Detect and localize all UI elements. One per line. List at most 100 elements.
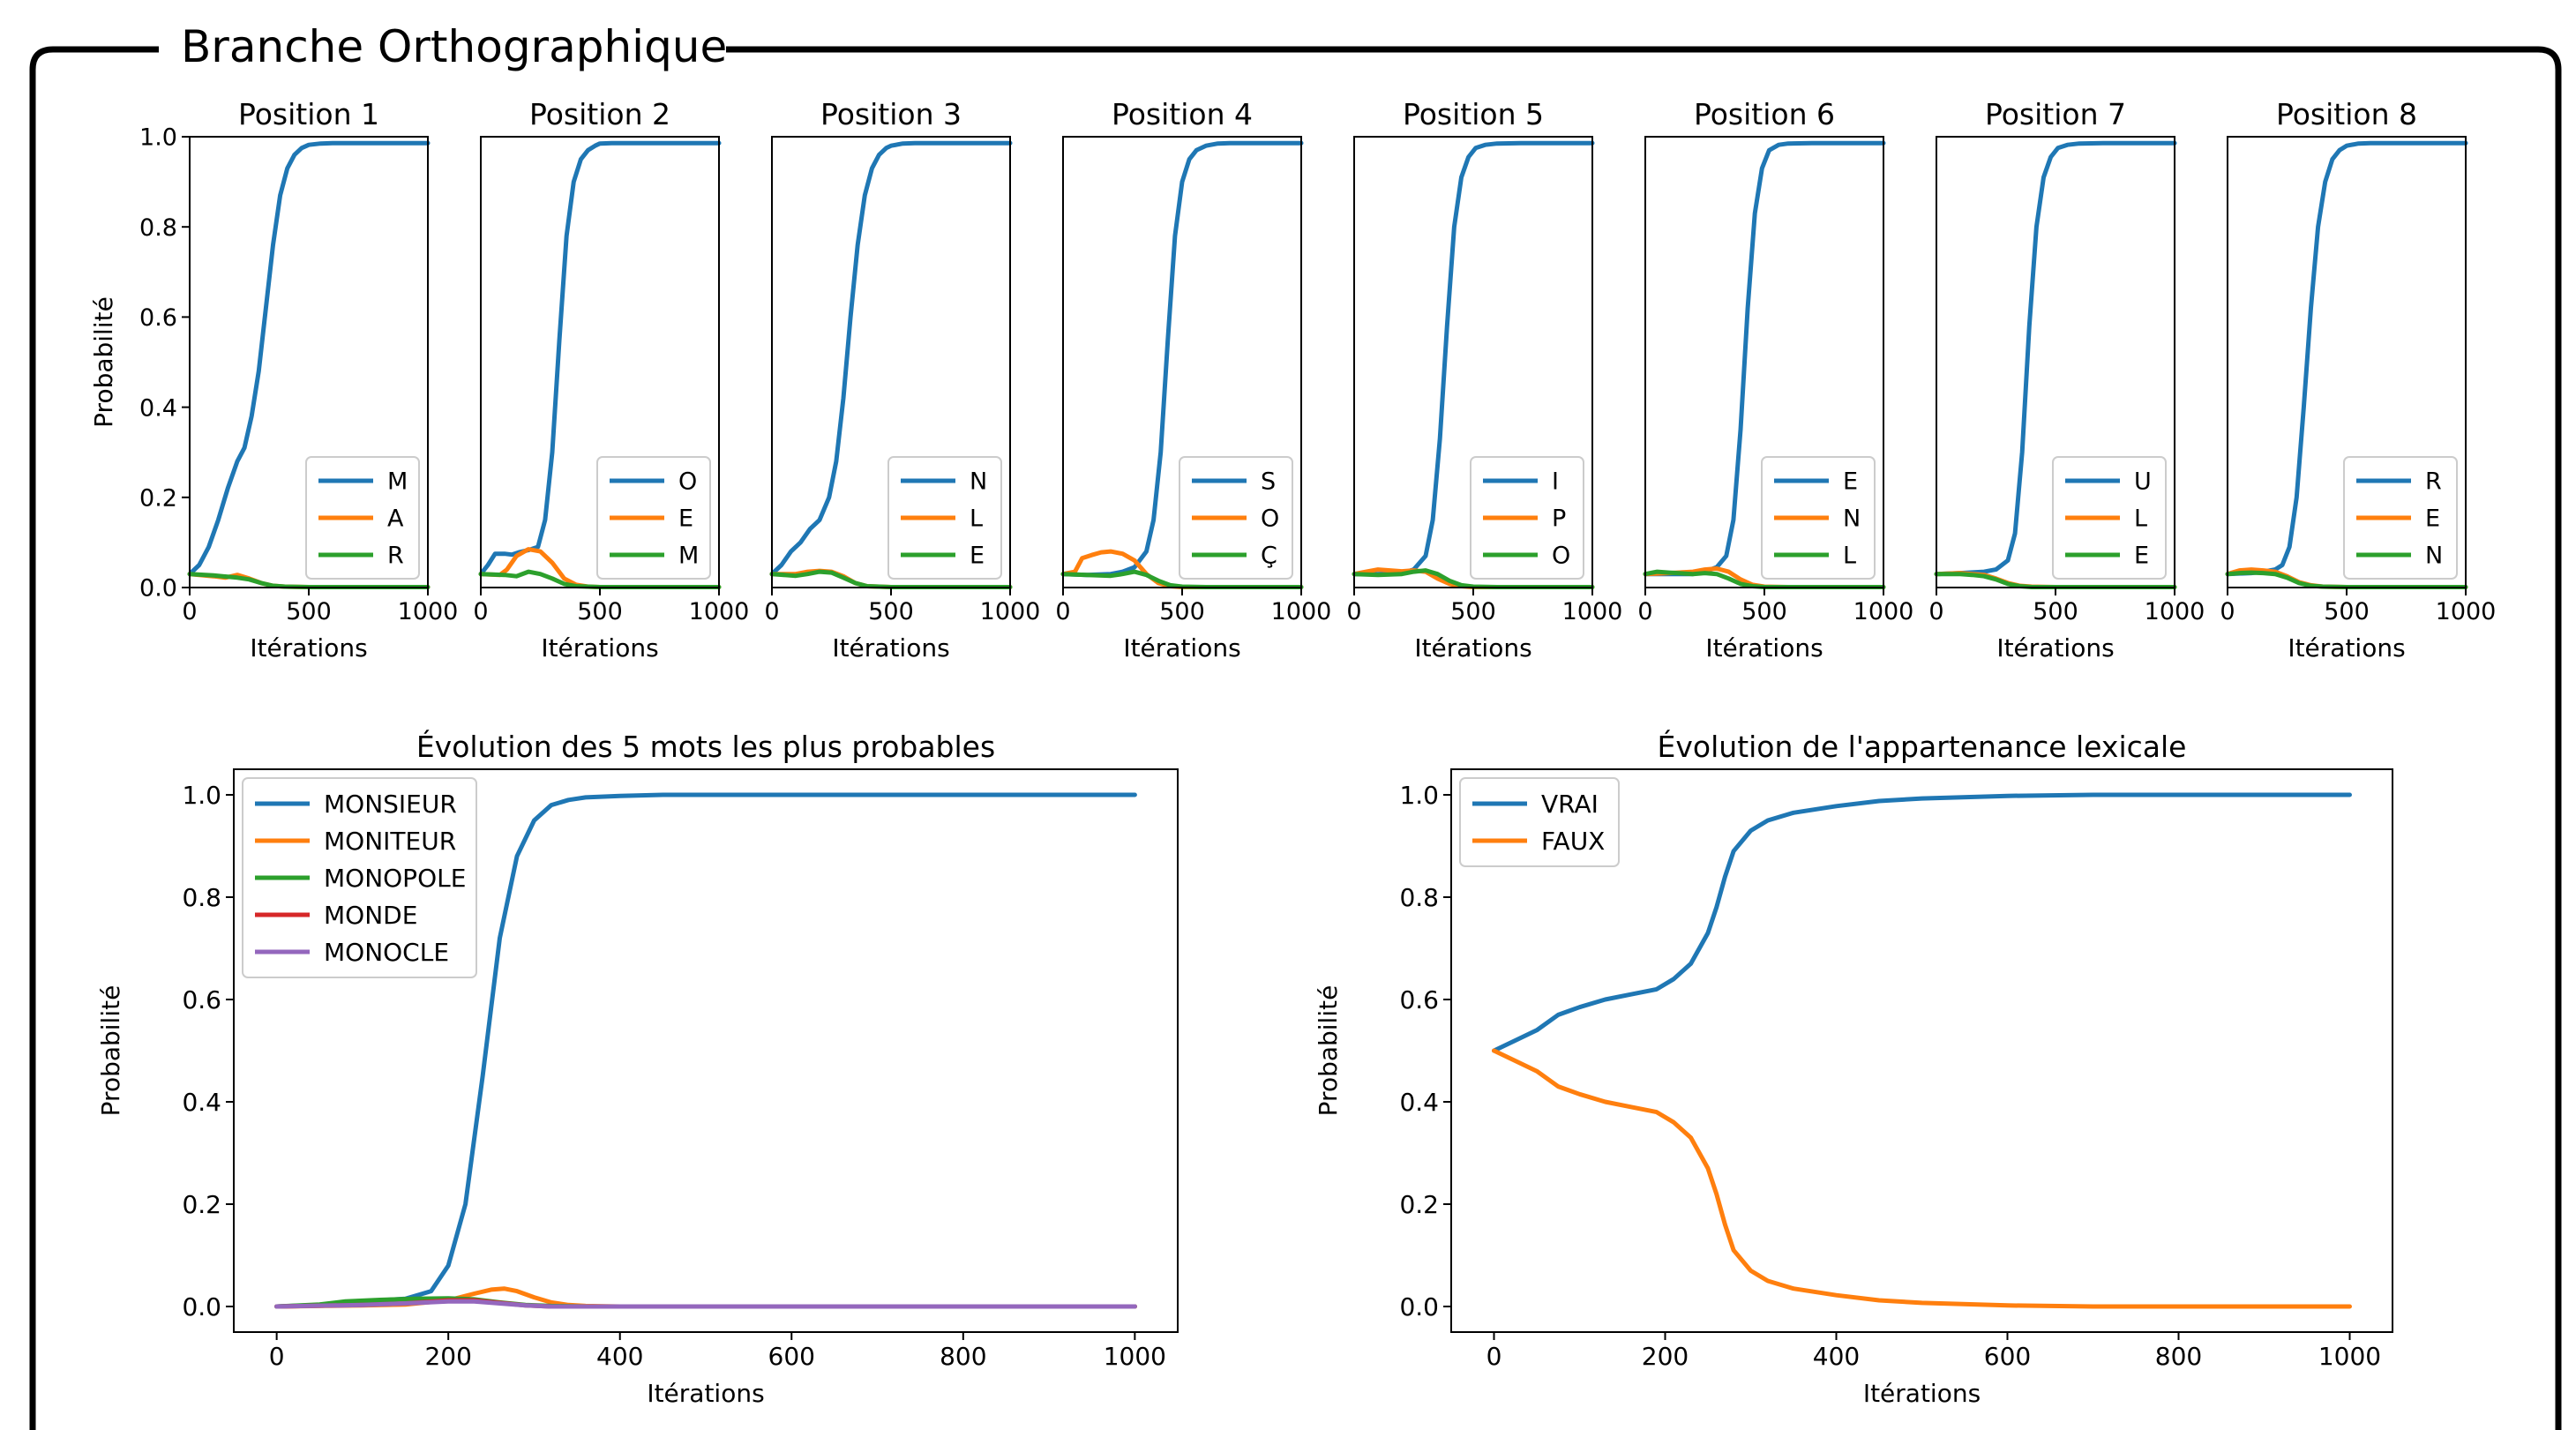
x-tick-label: 0 bbox=[182, 598, 197, 625]
y-tick-label: 0.8 bbox=[139, 214, 177, 242]
x-tick-label: 1000 bbox=[398, 598, 459, 625]
series-line-monocle bbox=[274, 1299, 1137, 1309]
plot-title: Évolution de l'appartenance lexicale bbox=[1658, 729, 2187, 764]
legend-box bbox=[242, 777, 477, 978]
x-axis-label: Itérations bbox=[2288, 633, 2405, 663]
plot-title: Position 7 bbox=[1985, 97, 2126, 131]
x-tick-label: 1000 bbox=[2436, 598, 2497, 625]
legend-label-i: I bbox=[1552, 468, 1559, 496]
legend-label-e: E bbox=[678, 505, 693, 533]
x-axis-label: Itérations bbox=[1863, 1379, 1981, 1408]
x-tick-label: 0 bbox=[1055, 598, 1070, 625]
legend-label-u: U bbox=[2134, 468, 2152, 496]
x-axis-label: Itérations bbox=[541, 633, 658, 663]
series-line-monsieur bbox=[274, 792, 1137, 1309]
x-tick-label: 0 bbox=[1486, 1342, 1502, 1371]
legend-label-e: E bbox=[970, 543, 985, 570]
legend-label-l: L bbox=[970, 505, 983, 533]
plot-title: Position 8 bbox=[2276, 97, 2417, 131]
plot-1: 0 500 1000 0.0 0.2 0.4 0.6 0.8 1.0 Position 1 Itér… bbox=[89, 97, 458, 663]
x-tick-label: 1000 bbox=[2318, 1342, 2381, 1371]
series-line-m bbox=[187, 140, 431, 577]
y-tick-label: 0.0 bbox=[182, 1292, 221, 1321]
x-tick-label: 400 bbox=[1813, 1342, 1860, 1371]
x-tick-label: 0 bbox=[473, 598, 488, 625]
y-tick-label: 0.4 bbox=[139, 394, 177, 422]
x-axis-label: Itérations bbox=[1123, 633, 1240, 663]
legend-label-vrai: VRAI bbox=[1541, 790, 1599, 819]
series-line-o bbox=[478, 140, 722, 577]
series-line-u bbox=[1934, 140, 2177, 577]
plot-title: Position 1 bbox=[238, 97, 379, 131]
legend-label-l: L bbox=[1843, 543, 1856, 570]
legend-label-monocle: MONOCLE bbox=[324, 938, 449, 967]
series-line-faux bbox=[1492, 1048, 2352, 1309]
legend-label-ç: Ç bbox=[1261, 543, 1277, 570]
x-tick-label: 500 bbox=[1450, 598, 1496, 625]
y-tick-label: 1.0 bbox=[139, 124, 177, 152]
legend-label-m: M bbox=[387, 468, 408, 496]
x-tick-label: 500 bbox=[1741, 598, 1787, 625]
legend-label-r: R bbox=[387, 543, 404, 570]
legend-label-monopole: MONOPOLE bbox=[324, 864, 466, 893]
x-tick-label: 1000 bbox=[689, 598, 750, 625]
x-tick-label: 1000 bbox=[1562, 598, 1623, 625]
plot-title: Position 2 bbox=[529, 97, 670, 131]
x-tick-label: 500 bbox=[868, 598, 914, 625]
x-tick-label: 0 bbox=[1928, 598, 1943, 625]
y-tick-label: 1.0 bbox=[1399, 781, 1439, 810]
x-axis-label: Itérations bbox=[647, 1379, 764, 1408]
x-tick-label: 500 bbox=[2324, 598, 2370, 625]
plot-4: 0 500 1000 Position 4 Itérations SOÇ bbox=[1055, 97, 1331, 663]
legend-box bbox=[1459, 777, 1620, 867]
x-tick-label: 200 bbox=[424, 1342, 471, 1371]
x-tick-label: 600 bbox=[768, 1342, 815, 1371]
x-tick-label: 600 bbox=[1984, 1342, 2031, 1371]
plot-title: Position 4 bbox=[1112, 97, 1253, 131]
plot-frame bbox=[233, 768, 1179, 1333]
x-tick-label: 0 bbox=[269, 1342, 285, 1371]
plot-2: 0 500 1000 Position 2 Itérations OEM bbox=[473, 97, 749, 663]
y-tick-label: 0.4 bbox=[1399, 1088, 1439, 1117]
x-tick-label: 200 bbox=[1642, 1342, 1689, 1371]
legend-label-e: E bbox=[2134, 543, 2149, 570]
legend-label-m: M bbox=[678, 543, 699, 570]
y-tick-label: 0.6 bbox=[1399, 985, 1439, 1014]
legend-label-e: E bbox=[2425, 505, 2440, 533]
x-axis-label: Itérations bbox=[832, 633, 949, 663]
y-tick-label: 1.0 bbox=[182, 781, 221, 810]
legend-label-p: P bbox=[1552, 505, 1566, 533]
legend-label-faux: FAUX bbox=[1541, 827, 1605, 856]
plot-5: 0 500 1000 Position 5 Itérations IPO bbox=[1346, 97, 1622, 663]
x-axis-label: Itérations bbox=[250, 633, 367, 663]
legend-label-monsieur: MONSIEUR bbox=[324, 790, 457, 819]
y-tick-label: 0.0 bbox=[1399, 1292, 1439, 1321]
plot-title: Évolution des 5 mots les plus probables bbox=[416, 729, 995, 764]
x-tick-label: 500 bbox=[577, 598, 623, 625]
legend-label-l: L bbox=[2134, 505, 2147, 533]
y-tick-label: 0.6 bbox=[182, 985, 221, 1014]
x-tick-label: 1000 bbox=[2145, 598, 2205, 625]
y-axis-label: Probabilité bbox=[96, 985, 125, 1117]
y-axis-label: Probabilité bbox=[89, 296, 118, 428]
x-tick-label: 1000 bbox=[1271, 598, 1332, 625]
x-axis-label: Itérations bbox=[1414, 633, 1531, 663]
legend-label-r: R bbox=[2425, 468, 2442, 496]
y-tick-label: 0.8 bbox=[182, 883, 221, 912]
plots-layer: 0 500 1000 0.0 0.2 0.4 0.6 0.8 1.0 Position 1 Itér… bbox=[89, 97, 2496, 1408]
banner-frame bbox=[29, 46, 2562, 1430]
legend-label-n: N bbox=[2425, 543, 2443, 570]
y-tick-label: 0.2 bbox=[1399, 1190, 1439, 1219]
y-tick-label: 0.6 bbox=[139, 304, 177, 332]
y-tick-label: 0.2 bbox=[182, 1190, 221, 1219]
x-tick-label: 0 bbox=[2220, 598, 2235, 625]
legend-label-o: O bbox=[678, 468, 697, 496]
plot-title: Position 5 bbox=[1403, 97, 1544, 131]
x-tick-label: 500 bbox=[286, 598, 332, 625]
y-tick-label: 0.2 bbox=[139, 485, 177, 513]
x-tick-label: 1000 bbox=[1104, 1342, 1166, 1371]
plot-3: 0 500 1000 Position 3 Itérations NLE bbox=[764, 97, 1040, 663]
series-line-r bbox=[2225, 140, 2468, 577]
plot-7: 0 500 1000 Position 7 Itérations ULE bbox=[1928, 97, 2205, 663]
